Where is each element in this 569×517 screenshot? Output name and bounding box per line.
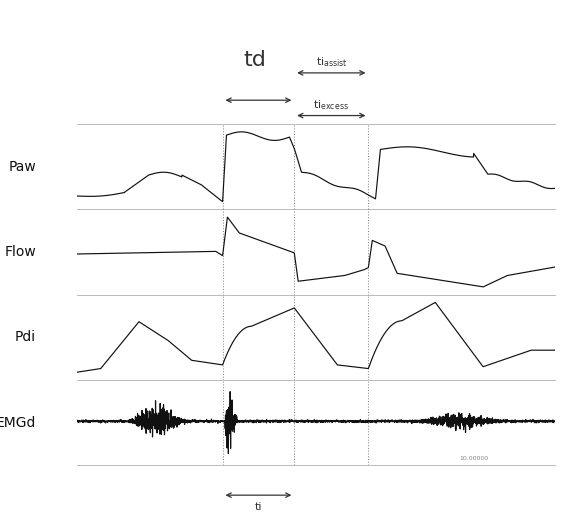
Text: 10.00000: 10.00000 (459, 456, 488, 461)
Text: td: td (244, 50, 266, 70)
Text: ti: ti (255, 502, 262, 512)
Text: ti$_{\mathregular{assist}}$: ti$_{\mathregular{assist}}$ (316, 55, 347, 69)
Text: Paw: Paw (9, 160, 36, 174)
Text: ti$_{\mathregular{excess}}$: ti$_{\mathregular{excess}}$ (314, 98, 349, 112)
Text: Pdi: Pdi (15, 330, 36, 344)
Text: EMGd: EMGd (0, 416, 36, 430)
Text: Flow: Flow (5, 245, 36, 259)
